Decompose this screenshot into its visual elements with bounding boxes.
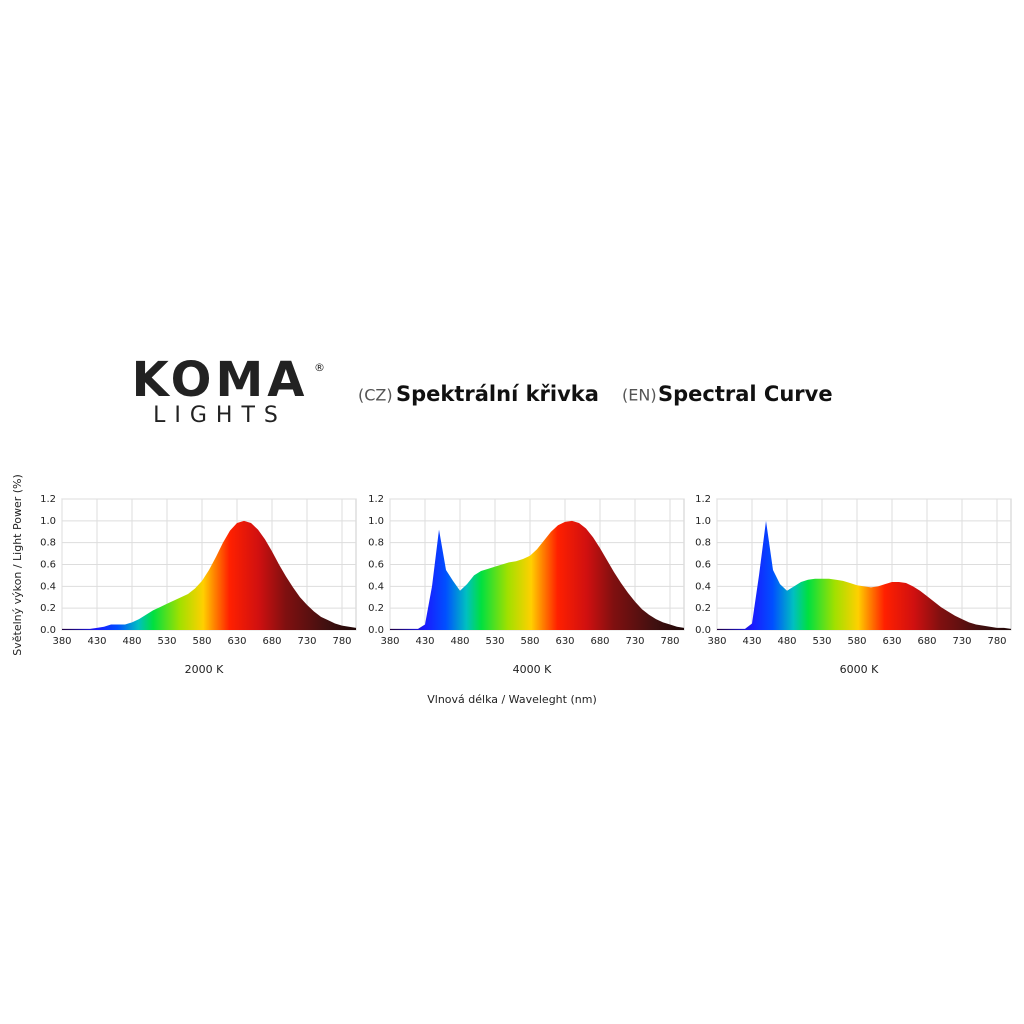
x-tick-label: 680 [590, 636, 609, 647]
x-axis-label: Vlnová délka / Waveleght (nm) [427, 693, 597, 706]
logo-mark: ® [314, 361, 325, 374]
y-tick-label: 1.2 [368, 494, 384, 505]
x-tick-label: 780 [987, 636, 1006, 647]
y-tick-label: 0.4 [695, 581, 711, 592]
spectrum-area [62, 520, 356, 630]
x-tick-label: 530 [485, 636, 504, 647]
x-tick-label: 730 [625, 636, 644, 647]
y-tick-label: 0.6 [40, 560, 56, 571]
x-tick-label: 630 [227, 636, 246, 647]
y-tick-label: 0.2 [695, 603, 711, 614]
x-tick-label: 630 [555, 636, 574, 647]
y-tick-label: 0.6 [695, 560, 711, 571]
x-tick-label: 430 [87, 636, 106, 647]
x-tick-label: 530 [157, 636, 176, 647]
y-tick-label: 0.6 [368, 560, 384, 571]
y-axis-label: Světelný výkon / Light Power (%) [11, 474, 24, 656]
y-tick-label: 0.0 [40, 625, 56, 636]
y-tick-label: 0.4 [40, 581, 56, 592]
y-tick-label: 0.8 [40, 538, 56, 549]
chart-title: 2000 K [185, 663, 224, 676]
y-tick-label: 0.0 [695, 625, 711, 636]
chart-title: 4000 K [513, 663, 552, 676]
x-tick-label: 380 [52, 636, 71, 647]
logo-top: KOMA [132, 352, 309, 408]
x-tick-label: 730 [297, 636, 316, 647]
title-cz: Spektrální křivka [396, 382, 599, 406]
x-tick-label: 530 [812, 636, 831, 647]
x-tick-label: 630 [882, 636, 901, 647]
logo-bottom: LIGHTS [153, 403, 287, 428]
y-tick-label: 0.0 [368, 625, 384, 636]
x-tick-label: 480 [450, 636, 469, 647]
spectrum-area [390, 520, 684, 630]
x-tick-label: 780 [332, 636, 351, 647]
x-tick-label: 580 [192, 636, 211, 647]
x-tick-label: 430 [415, 636, 434, 647]
x-tick-label: 380 [380, 636, 399, 647]
y-tick-label: 1.2 [40, 494, 56, 505]
x-tick-label: 580 [520, 636, 539, 647]
y-tick-label: 1.0 [368, 516, 384, 527]
y-tick-label: 0.2 [368, 603, 384, 614]
y-tick-label: 0.2 [40, 603, 56, 614]
y-tick-label: 0.8 [368, 538, 384, 549]
tag-cz: (CZ) [358, 386, 393, 405]
x-tick-label: 780 [660, 636, 679, 647]
y-tick-label: 1.0 [40, 516, 56, 527]
spectrum-area [717, 520, 1011, 630]
chart-title: 6000 K [840, 663, 879, 676]
y-tick-label: 1.0 [695, 516, 711, 527]
title-en: Spectral Curve [658, 382, 833, 406]
x-tick-label: 480 [777, 636, 796, 647]
x-tick-label: 430 [742, 636, 761, 647]
tag-en: (EN) [622, 386, 657, 405]
x-tick-label: 480 [122, 636, 141, 647]
y-tick-label: 0.4 [368, 581, 384, 592]
x-tick-label: 680 [262, 636, 281, 647]
x-tick-label: 680 [917, 636, 936, 647]
y-tick-label: 1.2 [695, 494, 711, 505]
x-tick-label: 580 [847, 636, 866, 647]
y-tick-label: 0.8 [695, 538, 711, 549]
x-tick-label: 730 [952, 636, 971, 647]
x-tick-label: 380 [707, 636, 726, 647]
